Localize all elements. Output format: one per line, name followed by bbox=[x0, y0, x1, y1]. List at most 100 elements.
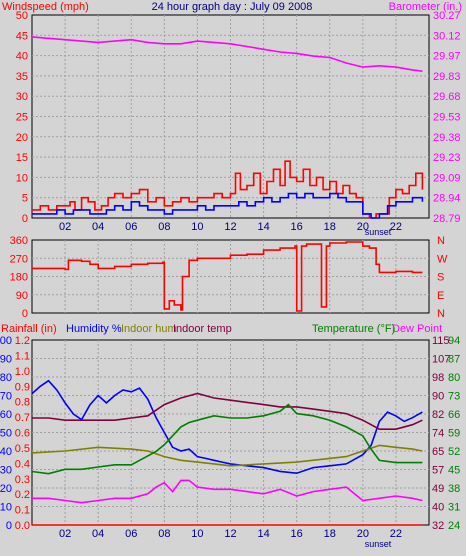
y-tick-barometer: 28.94 bbox=[433, 193, 461, 205]
y-tick-temp-a: 32 bbox=[432, 520, 444, 532]
y-tick-temp-a: 49 bbox=[432, 483, 444, 495]
y-tick-barometer: 29.38 bbox=[433, 132, 461, 144]
grid-direction bbox=[32, 240, 429, 313]
x-tick-label: 16 bbox=[291, 528, 303, 540]
dew_point-line bbox=[32, 479, 423, 504]
y-tick-rain: 1.0 bbox=[15, 366, 30, 378]
y-tick-temp-b: 38 bbox=[448, 483, 460, 495]
y-tick-humidity: 60 bbox=[0, 409, 12, 421]
x-tick-label: 10 bbox=[191, 221, 203, 233]
y-tick-degree: 270 bbox=[10, 253, 28, 265]
y-tick-barometer: 29.68 bbox=[433, 91, 461, 103]
y-tick-rain: 0.1 bbox=[15, 505, 30, 517]
y-tick-degree: 0 bbox=[22, 308, 28, 320]
y-tick-rain: 0.6 bbox=[15, 428, 30, 440]
y-tick-wind: 35 bbox=[16, 71, 28, 83]
x-tick-label: 12 bbox=[224, 221, 236, 233]
legend-humidity: Humidity % bbox=[66, 323, 122, 335]
x-tick-label: 08 bbox=[158, 528, 170, 540]
y-tick-temp-b: 52 bbox=[448, 446, 460, 458]
y-tick-rain: 0.5 bbox=[15, 443, 30, 455]
y-tick-temp-b: 31 bbox=[448, 502, 460, 514]
legend-rainfall: Rainfall (in) bbox=[1, 323, 57, 335]
y-tick-barometer: 29.83 bbox=[433, 71, 461, 83]
y-axis-temp-a-ticks: 115 107 98 90 82 74 65 57 49 40 32 bbox=[432, 335, 450, 532]
y-tick-temp-b: 45 bbox=[448, 465, 460, 477]
y-tick-wind: 25 bbox=[16, 112, 28, 124]
y-axis-rain-ticks: 1.2 1.1 1.0 0.9 0.8 0.7 0.6 0.5 0.4 0.3 0.2 0.1 0.0 bbox=[15, 335, 30, 532]
y-tick-temp-a: 82 bbox=[432, 409, 444, 421]
y-tick-temp-b: 80 bbox=[448, 372, 460, 384]
y-tick-temp-a: 65 bbox=[432, 446, 444, 458]
y-axis-humidity-ticks: 1009080706050403020100 bbox=[0, 335, 12, 532]
y-tick-humidity: 100 bbox=[0, 335, 12, 347]
y-tick-humidity: 30 bbox=[0, 465, 12, 477]
y-tick-compass: S bbox=[437, 272, 444, 284]
x-axis-temp-ticks: 02 04 06 08 10 12 14 16 18 20 22 bbox=[59, 528, 402, 540]
x-tick-label: 16 bbox=[291, 221, 303, 233]
y-tick-rain: 0.8 bbox=[15, 397, 30, 409]
x-tick-label: 22 bbox=[390, 221, 402, 233]
y-tick-wind: 20 bbox=[16, 132, 28, 144]
y-tick-rain: 1.1 bbox=[15, 350, 30, 362]
legend-dew-point: Dew Point bbox=[392, 323, 442, 335]
direction-series bbox=[32, 241, 423, 312]
y-tick-degree: 360 bbox=[10, 235, 28, 247]
panel-temp-humidity: Rainfall (in) Humidity % Indoor hum Indo… bbox=[0, 323, 460, 549]
y-tick-wind: 15 bbox=[16, 152, 28, 164]
y-tick-degree: 180 bbox=[10, 272, 28, 284]
y-axis-degree-ticks: 360 270 180 90 0 bbox=[10, 235, 28, 320]
y-tick-rain: 1.2 bbox=[15, 335, 30, 347]
y-tick-barometer: 29.09 bbox=[433, 172, 461, 184]
y-axis-temp-b-ticks: 94 87 80 73 66 59 52 45 38 31 24 bbox=[448, 335, 460, 532]
y-tick-humidity: 40 bbox=[0, 446, 12, 458]
y-tick-barometer: 30.12 bbox=[433, 30, 461, 42]
x-tick-label: 04 bbox=[92, 528, 104, 540]
y-tick-temp-a: 90 bbox=[432, 391, 444, 403]
y-tick-compass: N bbox=[437, 308, 445, 320]
indoor_temp-line bbox=[32, 392, 423, 430]
x-tick-label: 20 bbox=[357, 221, 369, 233]
wind_gust-line bbox=[32, 160, 424, 219]
y-tick-humidity: 70 bbox=[0, 391, 12, 403]
x-tick-label: 02 bbox=[59, 528, 71, 540]
y-axis-barometer-ticks: 30.27 30.12 29.97 29.83 29.68 29.53 29.38 29.23… bbox=[433, 10, 461, 225]
indoor_hum-line bbox=[31, 444, 423, 467]
y-tick-temp-b: 24 bbox=[448, 520, 460, 532]
y-tick-rain: 0.3 bbox=[15, 474, 30, 486]
y-tick-barometer: 30.27 bbox=[433, 10, 461, 22]
y-tick-barometer: 29.53 bbox=[433, 112, 461, 124]
y-tick-temp-a: 40 bbox=[432, 502, 444, 514]
legend-indoor-temp: Indoor temp bbox=[173, 323, 232, 335]
x-tick-label: 18 bbox=[324, 528, 336, 540]
y-tick-humidity: 10 bbox=[0, 502, 12, 514]
y-tick-temp-b: 94 bbox=[448, 335, 460, 347]
x-tick-label: 18 bbox=[324, 221, 336, 233]
y-tick-rain: 0.7 bbox=[15, 412, 30, 424]
panel-wind-barometer: Windspeed (mph) 24 hour graph day : July… bbox=[2, 1, 462, 237]
x-tick-label: 14 bbox=[257, 221, 269, 233]
x-tick-label: 06 bbox=[125, 528, 137, 540]
y-tick-temp-a: 74 bbox=[432, 428, 444, 440]
y-tick-humidity: 20 bbox=[0, 483, 12, 495]
y-tick-temp-b: 73 bbox=[448, 391, 460, 403]
y-tick-humidity: 0 bbox=[6, 520, 12, 532]
y-tick-barometer: 28.79 bbox=[433, 213, 461, 225]
chart-title: 24 hour graph day : July 09 2008 bbox=[152, 1, 313, 13]
y-tick-wind: 0 bbox=[22, 213, 28, 225]
y-tick-wind: 5 bbox=[22, 193, 28, 205]
wind-axis-title: Windspeed (mph) bbox=[2, 1, 89, 13]
y-tick-rain: 0.2 bbox=[15, 489, 30, 501]
x-tick-label: 06 bbox=[125, 221, 137, 233]
y-tick-wind: 50 bbox=[16, 10, 28, 22]
y-tick-temp-b: 59 bbox=[448, 428, 460, 440]
x-tick-label: 14 bbox=[257, 528, 269, 540]
y-tick-compass: N bbox=[437, 235, 445, 247]
y-tick-compass: E bbox=[437, 290, 444, 302]
x-tick-label: 04 bbox=[92, 221, 104, 233]
wind-series bbox=[31, 36, 424, 219]
y-tick-rain: 0.4 bbox=[15, 458, 30, 470]
